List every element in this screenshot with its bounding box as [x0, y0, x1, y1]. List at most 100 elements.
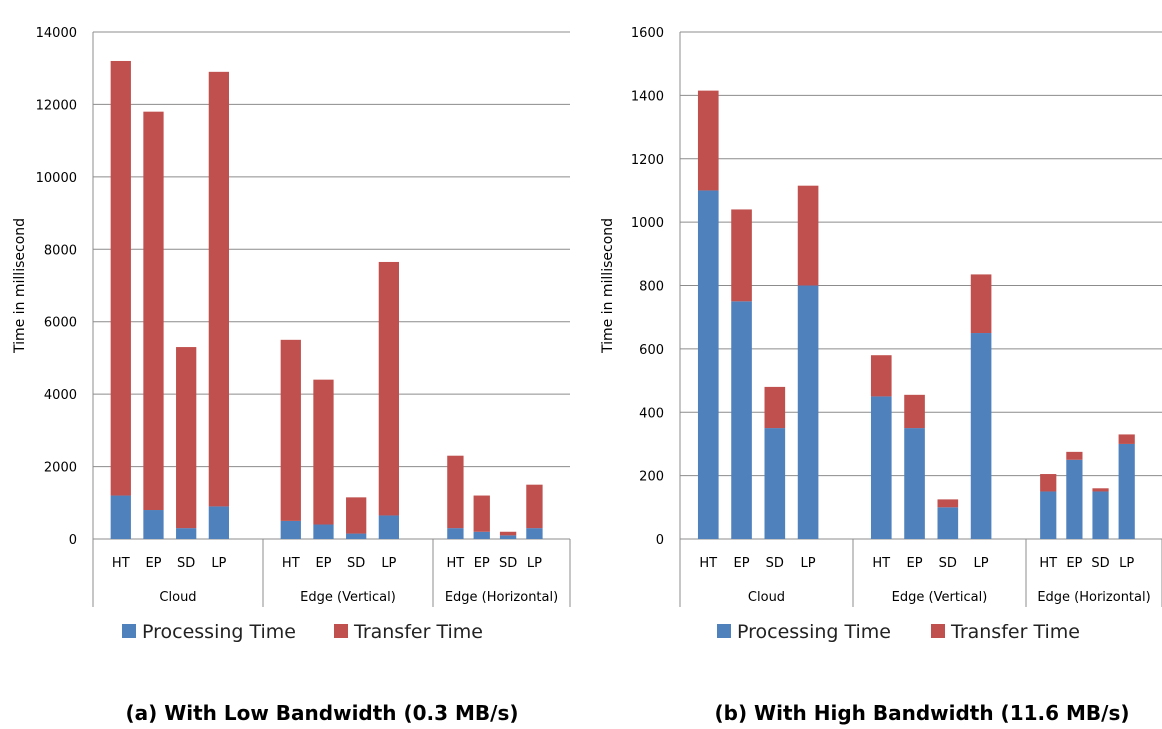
- x-tick-label: SD: [177, 556, 195, 571]
- y-tick-label: 0: [69, 533, 77, 548]
- bar-processing: [143, 510, 164, 539]
- x-tick-label: HT: [872, 556, 890, 571]
- x-tick-label: SD: [766, 556, 784, 571]
- x-tick-label: EP: [734, 556, 750, 571]
- legend-swatch: [122, 624, 136, 638]
- group-label: Edge (Horizontal): [1037, 590, 1150, 605]
- bar-processing: [378, 515, 399, 539]
- y-tick-label: 6000: [44, 316, 77, 331]
- legend-label: Transfer Time: [950, 621, 1080, 643]
- bar-processing: [904, 428, 925, 539]
- bar-transfer: [870, 355, 892, 397]
- x-tick-label: HT: [699, 556, 717, 571]
- y-tick-label: 14000: [36, 26, 77, 41]
- x-tick-label: HT: [282, 556, 300, 571]
- x-tick-label: HT: [447, 556, 465, 571]
- bar-processing: [937, 507, 959, 539]
- bar-processing: [970, 333, 992, 539]
- x-tick-label: EP: [315, 556, 331, 571]
- chart-caption: (b) With High Bandwidth (11.6 MB/s): [715, 701, 1130, 725]
- bar-processing: [447, 528, 464, 539]
- bar-transfer: [346, 497, 367, 534]
- bar-transfer: [176, 347, 197, 529]
- y-tick-label: 1600: [631, 26, 664, 41]
- y-tick-label: 4000: [44, 388, 77, 403]
- y-axis-label: Time in millisecond: [12, 218, 28, 354]
- y-tick-label: 400: [639, 406, 664, 421]
- bar-processing: [1092, 491, 1109, 539]
- group-label: Edge (Horizontal): [445, 590, 558, 605]
- x-tick-label: EP: [907, 556, 923, 571]
- y-tick-label: 12000: [36, 98, 77, 113]
- x-tick-label: SD: [499, 556, 517, 571]
- bar-transfer: [1066, 451, 1083, 460]
- bar-processing: [473, 531, 490, 539]
- y-tick-label: 600: [639, 343, 664, 358]
- chart-panel-b: 0 200 400 600 800 1000 1200 1400 1600 Time in mil…: [600, 26, 1162, 725]
- bar-transfer: [797, 185, 819, 286]
- bar-processing: [797, 285, 819, 539]
- x-tick-label: LP: [381, 556, 396, 571]
- bar-processing: [870, 396, 892, 539]
- bar-transfer: [937, 499, 959, 508]
- bar-transfer: [904, 394, 925, 429]
- bar-processing: [1066, 459, 1083, 539]
- bar-transfer: [447, 455, 464, 529]
- bar-processing: [110, 495, 131, 539]
- legend-label: Processing Time: [142, 621, 296, 643]
- group-label: Cloud: [748, 590, 785, 605]
- legend-swatch: [931, 624, 945, 638]
- x-tick-label: EP: [474, 556, 490, 571]
- y-tick-label: 800: [639, 280, 664, 295]
- bar-processing: [1118, 443, 1135, 539]
- bar-processing: [1040, 491, 1057, 539]
- y-tick-label: 200: [639, 470, 664, 485]
- bar-transfer: [731, 209, 752, 302]
- y-tick-label: 0: [656, 533, 664, 548]
- y-axis-label: Time in millisecond: [600, 218, 616, 354]
- bar-transfer: [499, 531, 517, 536]
- bar-processing: [176, 528, 197, 539]
- x-tick-label: SD: [939, 556, 957, 571]
- bar-transfer: [143, 111, 164, 511]
- x-tick-label: SD: [347, 556, 365, 571]
- x-tick-label: EP: [145, 556, 161, 571]
- chart-panel-a: 0 2000 4000 6000 8000 10000 12000 14000 Time in …: [12, 26, 571, 725]
- x-tick-label: LP: [801, 556, 816, 571]
- bar-transfer: [1040, 474, 1057, 492]
- bar-processing: [764, 428, 786, 539]
- bar-transfer: [208, 71, 229, 507]
- bar-transfer: [280, 339, 301, 521]
- bar-processing: [346, 533, 367, 539]
- x-tick-label: EP: [1066, 556, 1082, 571]
- bar-transfer: [697, 90, 719, 191]
- x-tick-label: LP: [974, 556, 989, 571]
- bar-processing: [280, 520, 301, 539]
- bar-processing: [526, 528, 543, 539]
- bar-processing: [208, 506, 229, 539]
- bar-processing: [499, 535, 517, 539]
- bar-transfer: [1118, 434, 1135, 444]
- bar-processing: [313, 524, 334, 539]
- x-tick-label: LP: [527, 556, 542, 571]
- bar-transfer: [378, 261, 399, 516]
- bar-transfer: [110, 60, 131, 496]
- legend-label: Processing Time: [737, 621, 891, 643]
- bar-transfer: [473, 495, 490, 532]
- legend-swatch: [717, 624, 731, 638]
- x-tick-label: LP: [211, 556, 226, 571]
- x-tick-label: LP: [1119, 556, 1134, 571]
- y-tick-label: 2000: [44, 461, 77, 476]
- bar-processing: [731, 301, 752, 539]
- y-tick-label: 1200: [631, 153, 664, 168]
- legend-swatch: [334, 624, 348, 638]
- y-tick-label: 1000: [631, 216, 664, 231]
- bar-transfer: [1092, 488, 1109, 492]
- chart-caption: (a) With Low Bandwidth (0.3 MB/s): [125, 701, 518, 725]
- group-label: Edge (Vertical): [892, 590, 988, 605]
- group-label: Cloud: [159, 590, 196, 605]
- y-tick-label: 1400: [631, 89, 664, 104]
- x-tick-label: SD: [1091, 556, 1109, 571]
- x-tick-label: HT: [1039, 556, 1057, 571]
